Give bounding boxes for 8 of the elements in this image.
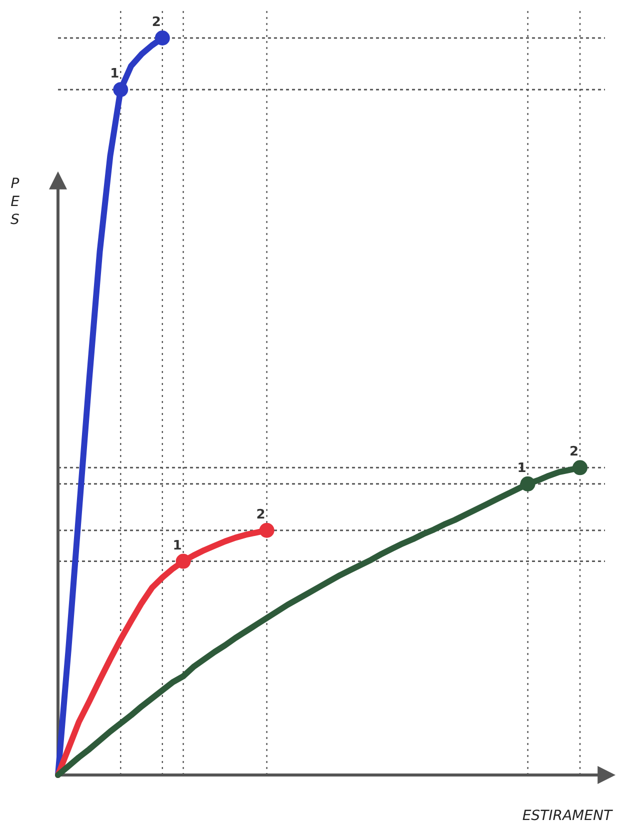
annotation: 1 bbox=[172, 538, 182, 554]
y-axis-title: PES bbox=[10, 176, 20, 228]
annotation: 1 bbox=[110, 66, 120, 82]
x-axis-title: ESTIRAMENT bbox=[522, 808, 614, 824]
annotation: 2 bbox=[569, 444, 579, 460]
annotation: 1 bbox=[517, 460, 526, 476]
annotation: 2 bbox=[152, 15, 161, 30]
annotation: 2 bbox=[256, 507, 266, 522]
